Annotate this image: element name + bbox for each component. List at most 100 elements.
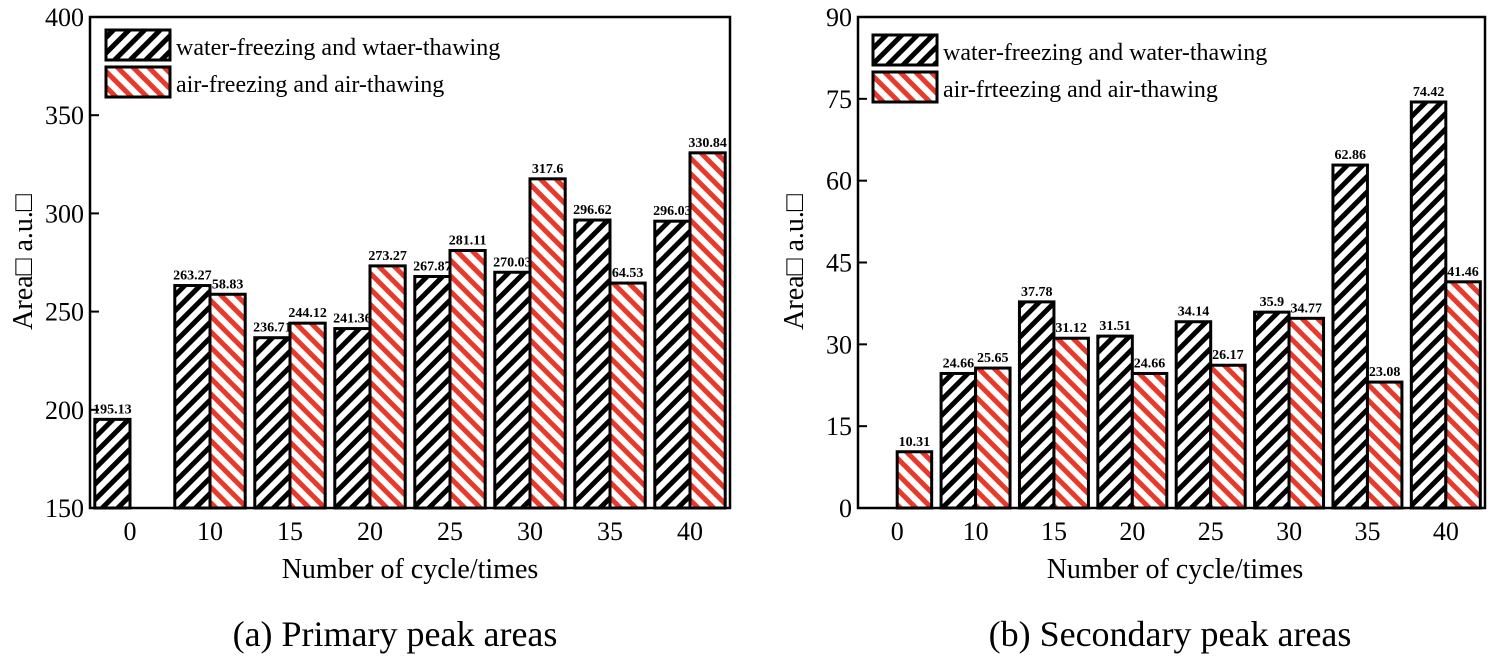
legend-swatch-air [104,65,172,99]
y-tick-label-15: 15 [826,412,852,441]
y-tick-label-300: 300 [45,199,84,228]
bar-air-10 [208,292,247,510]
legend-label-air: air-freezing and air-thawing [176,72,444,98]
x-tick-label-10: 10 [963,517,989,546]
bar-air-35 [1365,380,1404,510]
y-axis-title-secondary: Area□ a.u.□ [779,194,810,330]
data-label-air-20: 273.27 [368,249,407,264]
data-label-air-40: 330.84 [688,136,727,151]
data-label-water-0: 195.13 [93,402,132,417]
x-tick-label-35: 35 [1354,517,1380,546]
bar-water-15 [1017,300,1056,510]
legend-primary: water-freezing and wtaer-thawing air-fre… [104,28,500,99]
bar-water-0 [93,417,132,510]
bar-water-30 [1253,310,1291,510]
x-tick-label-35: 35 [597,517,623,546]
bar-air-15 [288,321,327,510]
bar-air-40 [688,151,727,510]
y-tick-label-150: 150 [45,494,84,523]
data-label-air-15: 244.12 [288,306,327,321]
bar-air-35 [608,281,647,510]
x-tick-label-40: 40 [1433,517,1459,546]
bar-water-10 [939,371,978,510]
data-label-water-15: 236.71 [253,321,292,336]
bar-water-40 [653,219,692,510]
bar-air-25 [1209,363,1247,510]
data-label-water-25: 267.87 [413,260,452,275]
y-tick-label-0: 0 [839,494,852,523]
data-label-air-0: 10.31 [899,435,931,450]
bar-air-20 [368,264,407,510]
bar-water-25 [413,275,452,510]
bar-water-15 [253,336,292,510]
x-tick-label-25: 25 [1198,517,1224,546]
x-axis-title-secondary: Number of cycle/times [1047,554,1304,585]
bar-air-20 [1130,371,1169,510]
y-tick-label-60: 60 [826,167,852,196]
bar-air-25 [448,248,487,510]
bar-water-10 [173,284,212,510]
bar-water-20 [1096,334,1134,510]
y-tick-label-400: 400 [45,3,84,32]
legend-swatch-water [871,33,939,67]
bar-air-0 [895,450,934,510]
data-label-air-40: 41.46 [1447,265,1479,280]
data-label-water-15: 37.78 [1021,285,1053,300]
data-label-air-35: 23.08 [1369,365,1401,380]
data-label-air-10: 25.65 [977,351,1009,366]
x-tick-label-20: 20 [1119,517,1145,546]
data-label-air-30: 34.77 [1291,301,1323,316]
data-label-air-20: 24.66 [1134,356,1166,371]
x-tick-label-15: 15 [277,517,303,546]
x-tick-label-0: 0 [891,517,904,546]
data-label-water-40: 74.42 [1413,85,1445,100]
data-label-water-10: 263.27 [173,269,212,284]
bar-air-30 [528,177,567,510]
chart-panel-primary: 195.13 263.27 236.71 241.36 267.87 270.03 296.… [8,3,732,654]
data-label-air-15: 31.12 [1055,321,1087,336]
legend-label-water: water-freezing and water-thawing [943,40,1267,66]
legend-label-water: water-freezing and wtaer-thawing [176,35,500,61]
y-tick-label-200: 200 [45,396,84,425]
x-tick-label-0: 0 [124,517,137,546]
data-label-air-25: 281.11 [449,233,487,248]
data-label-water-30: 35.9 [1260,295,1285,310]
x-tick-label-30: 30 [517,517,543,546]
x-tick-label-15: 15 [1041,517,1067,546]
bar-air-40 [1444,280,1482,510]
bar-water-35 [1331,163,1369,510]
data-label-water-30: 270.03 [493,255,532,270]
bar-water-25 [1174,320,1213,510]
bar-water-35 [573,218,612,510]
bar-water-40 [1409,100,1448,510]
chart-panel-secondary: 24.66 37.78 31.51 34.14 35.9 62.86 74.42 10.31 2… [779,3,1487,654]
legend-label-air: air-frteezing and air-thawing [943,77,1218,103]
data-label-water-10: 24.66 [943,356,975,371]
bar-water-20 [333,327,372,510]
data-label-air-10: 58.83 [212,277,244,292]
plot-area-primary: 195.13 263.27 236.71 241.36 267.87 270.03 296.… [45,3,732,546]
bar-air-10 [974,366,1012,510]
legend-secondary: water-freezing and water-thawing air-frt… [871,33,1267,104]
x-tick-label-10: 10 [197,517,223,546]
data-label-water-35: 296.62 [573,203,612,218]
plot-frame-primary [88,15,732,510]
y-tick-label-90: 90 [826,3,852,32]
y-tick-label-45: 45 [826,249,852,278]
bar-water-30 [493,270,532,510]
caption-secondary: (b) Secondary peak areas [989,614,1352,654]
y-tick-label-350: 350 [45,101,84,130]
data-label-water-40: 296.03 [653,204,692,219]
plot-area-secondary: 24.66 37.78 31.51 34.14 35.9 62.86 74.42 10.31 2… [826,3,1487,546]
legend-swatch-air [871,70,939,104]
data-label-air-35: 64.53 [612,266,644,281]
data-label-air-25: 26.17 [1212,348,1244,363]
y-tick-label-75: 75 [826,85,852,114]
y-tick-label-250: 250 [45,298,84,327]
legend-swatch-water [104,28,172,62]
data-label-water-20: 31.51 [1099,319,1131,334]
data-label-water-35: 62.86 [1334,148,1366,163]
data-label-water-20: 241.36 [333,312,372,327]
x-tick-label-20: 20 [357,517,383,546]
